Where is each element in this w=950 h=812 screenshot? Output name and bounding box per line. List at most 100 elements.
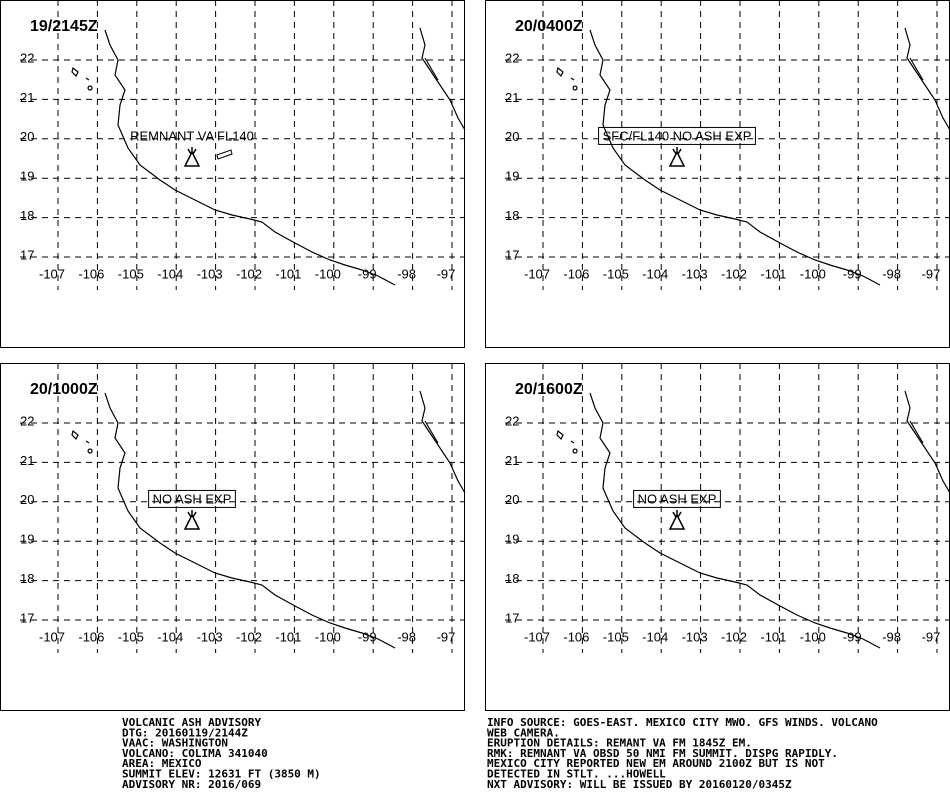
- lon-label: -102: [721, 266, 747, 281]
- lon-label: -104: [157, 629, 183, 644]
- coastline: [556, 27, 950, 286]
- lat-label: 19: [505, 532, 519, 547]
- lon-label: -100: [315, 266, 341, 281]
- valid-time: 20/1000Z: [30, 381, 98, 398]
- lon-label: -97: [922, 266, 941, 281]
- lon-label: -105: [118, 266, 144, 281]
- lat-label: 18: [505, 571, 519, 586]
- volcano-symbol: [184, 509, 200, 530]
- lon-label: -105: [118, 629, 144, 644]
- advisory-line: INFO SOURCE: GOES-EAST. MEXICO CITY MWO.…: [487, 716, 878, 729]
- annotation-box: [598, 126, 756, 145]
- lat-label: 17: [20, 247, 34, 262]
- map-panel: -107 -106 -105 -104 -103 -102 -101 -100 -99 -98 -9…: [0, 0, 466, 348]
- lat-label: 18: [20, 571, 34, 586]
- lon-label: -106: [563, 266, 589, 281]
- volcano-symbol: [184, 146, 200, 167]
- map-panel: -107 -106 -105 -104 -103 -102 -101 -100 -99 -98 -9…: [485, 0, 950, 348]
- volcano-symbol: [669, 146, 685, 167]
- lon-label: -101: [760, 629, 786, 644]
- lat-label: 19: [20, 532, 34, 547]
- advisory-line: NXT ADVISORY: WILL BE ISSUED BY 20160120…: [487, 778, 792, 791]
- lon-label: -100: [800, 629, 826, 644]
- annotation: NO ASH EXP: [638, 491, 717, 506]
- lon-label: -103: [197, 266, 223, 281]
- lat-label: 21: [20, 90, 34, 105]
- panel-border: [485, 363, 950, 711]
- advisory-line: MEXICO CITY REPORTED NEW EM AROUND 2100Z…: [487, 757, 825, 770]
- lon-label: -103: [682, 266, 708, 281]
- lat-label: 18: [505, 208, 519, 223]
- advisory-line: AREA: MEXICO: [122, 757, 202, 770]
- lon-label: -104: [642, 266, 668, 281]
- advisory-line: DETECTED IN STLT. ...HOWELL: [487, 768, 666, 781]
- lat-label: 22: [20, 413, 34, 428]
- lat-label: 21: [505, 453, 519, 468]
- lat-label: 17: [20, 610, 34, 625]
- valid-time: 20/0400Z: [515, 18, 583, 35]
- annotation: NO ASH EXP: [153, 491, 232, 506]
- lon-label: -107: [39, 629, 65, 644]
- lat-label: 22: [20, 50, 34, 65]
- coastline: [71, 27, 466, 286]
- lon-label: -105: [603, 266, 629, 281]
- lat-label: 22: [505, 413, 519, 428]
- annotation: SFC/FL140 NO ASH EXP: [603, 128, 752, 143]
- lat-label: 20: [20, 492, 34, 507]
- lon-label: -104: [157, 266, 183, 281]
- lat-label: 19: [505, 169, 519, 184]
- lon-label: -102: [721, 629, 747, 644]
- lat-label: 21: [20, 453, 34, 468]
- lon-label: -106: [563, 629, 589, 644]
- annotation-box: [148, 489, 236, 508]
- lon-label: -97: [437, 266, 456, 281]
- lon-label: -107: [524, 266, 550, 281]
- lon-label: -104: [642, 629, 668, 644]
- lon-label: -102: [236, 266, 262, 281]
- lon-label: -97: [922, 629, 941, 644]
- panel-border: [485, 0, 950, 348]
- lat-label: 20: [20, 129, 34, 144]
- coastline: [556, 390, 950, 649]
- lon-label: -105: [603, 629, 629, 644]
- lon-label: -98: [397, 266, 416, 281]
- lon-label: -106: [78, 266, 104, 281]
- lat-label: 21: [505, 90, 519, 105]
- panels: -107 -106 -105 -104 -103 -102 -101 -100 -99 -98 -9…: [0, 0, 950, 711]
- lon-label: -103: [197, 629, 223, 644]
- annotation-box: [633, 489, 721, 508]
- lon-label: -98: [397, 629, 416, 644]
- advisory-line: SUMMIT ELEV: 12631 FT (3850 M): [122, 768, 321, 781]
- lon-label: -107: [39, 266, 65, 281]
- lon-label: -106: [78, 629, 104, 644]
- valid-time: 20/1600Z: [515, 381, 583, 398]
- lon-label: -103: [682, 629, 708, 644]
- annotation: REMNANT VA FL140: [130, 128, 254, 143]
- lon-label: -100: [315, 629, 341, 644]
- lat-label: 19: [20, 169, 34, 184]
- volcano-symbol: [669, 509, 685, 530]
- map-panel: -107 -106 -105 -104 -103 -102 -101 -100 -99 -98 -9…: [0, 363, 466, 711]
- lon-label: -97: [437, 629, 456, 644]
- lon-label: -107: [524, 629, 550, 644]
- coastline: [71, 390, 466, 649]
- advisory-line: WEB CAMERA.: [487, 726, 560, 739]
- advisory-line: ADVISORY NR: 2016/069: [122, 778, 261, 791]
- lat-label: 22: [505, 50, 519, 65]
- lon-label: -98: [882, 266, 901, 281]
- advisory-line: ERUPTION DETAILS: REMANT VA FM 1845Z EM.: [487, 737, 752, 750]
- map-panel: -107 -106 -105 -104 -103 -102 -101 -100 -99 -98 -9…: [485, 363, 950, 711]
- advisory-line: RMK: REMNANT VA OBSD 50 NMI FM SUMMIT. D…: [487, 747, 838, 760]
- lat-label: 20: [505, 492, 519, 507]
- advisory-line: VOLCANIC ASH ADVISORY: [122, 716, 261, 729]
- panel-border: [0, 363, 465, 711]
- lat-label: 17: [505, 610, 519, 625]
- lon-label: -101: [275, 266, 301, 281]
- lon-label: -101: [760, 266, 786, 281]
- lat-label: 20: [505, 129, 519, 144]
- ash-area: [216, 149, 233, 160]
